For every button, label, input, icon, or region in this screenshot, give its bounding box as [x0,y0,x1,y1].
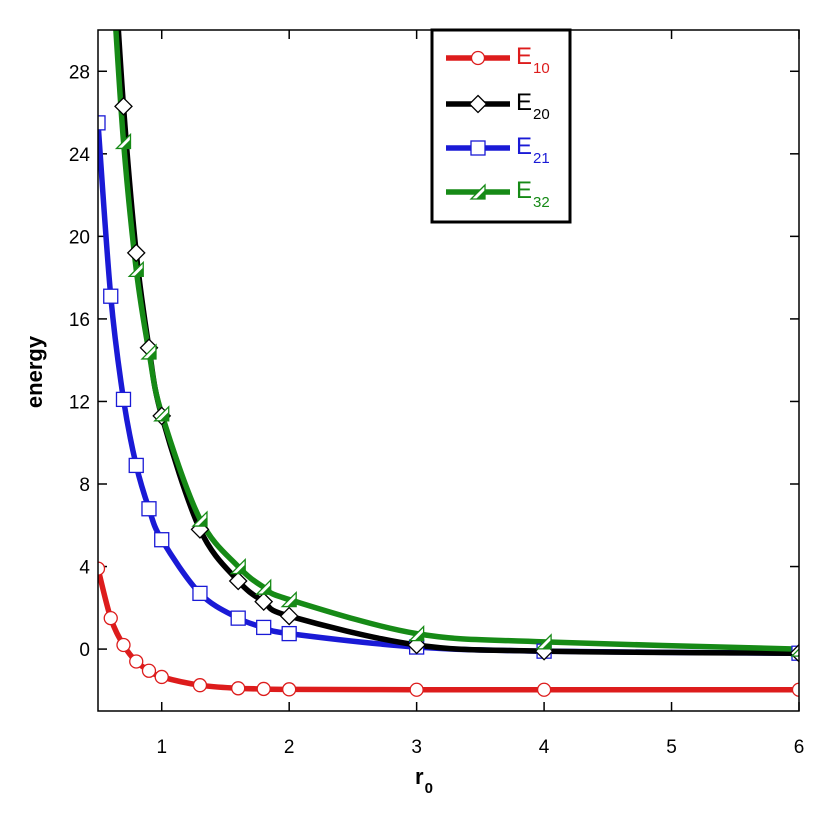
point-E32 [255,578,272,595]
point-E10 [256,681,271,697]
y-tick-label: 8 [79,475,90,496]
point-E21 [103,288,119,304]
y-tick-label: 12 [69,392,90,413]
markers-layer [98,96,799,697]
point-E20 [126,243,146,263]
x-tick-label: 3 [411,737,422,758]
x-tick-label: 6 [794,737,805,758]
legend-swatch-marker [469,183,486,200]
legend-swatch-marker [470,140,486,156]
x-tick-label: 2 [284,737,295,758]
x-axis-title: r0 [415,764,433,797]
point-E32 [535,633,552,650]
legend: E10 E20 E21 E32 [430,28,572,224]
point-E32 [280,590,297,608]
point-E10 [103,610,118,626]
legend-label: E32 [516,177,550,211]
y-axis-ticks: 0 4 8 12 16 20 24 28 [69,62,799,661]
point-E10 [536,682,552,697]
x-tick-label: 5 [666,737,677,758]
x-axis-title-subscript: 0 [425,780,433,797]
point-E20 [228,571,248,591]
y-tick-label: 16 [69,310,90,331]
y-tick-label: 0 [79,640,90,661]
point-E21 [128,457,144,474]
point-E10 [231,681,246,696]
point-E21 [115,391,132,408]
legend-label: E21 [516,133,550,167]
point-E10 [154,669,169,685]
point-E32 [153,405,170,422]
point-E32 [140,343,157,360]
point-E21 [141,501,157,517]
legend-label: E20 [516,89,550,123]
point-E10 [192,678,208,693]
point-E32 [191,510,208,527]
legend-swatch-marker [468,94,488,114]
x-tick-label: 1 [156,737,167,758]
y-axis-title: energy [22,335,47,408]
point-E21 [230,610,246,626]
point-E10 [141,663,157,678]
point-E10 [116,637,131,653]
point-E10 [282,682,297,697]
point-E21 [154,532,170,548]
point-E32 [229,557,246,575]
point-E32 [127,260,144,278]
point-E10 [98,561,106,576]
y-tick-label: 20 [69,227,90,248]
point-E20 [254,592,274,612]
point-E10 [791,682,799,697]
legend-swatch-marker [470,50,486,66]
point-E20 [279,606,299,626]
point-E21 [281,625,297,642]
point-E32 [114,132,132,150]
y-tick-label: 24 [69,145,91,166]
point-E10 [409,682,424,697]
legend-label: E10 [516,43,550,77]
y-tick-label: 4 [79,558,90,579]
point-E10 [129,654,144,669]
point-E32 [408,625,425,642]
point-E21 [256,619,272,636]
point-E21 [98,115,106,131]
point-E20 [114,96,133,116]
point-E21 [192,585,208,602]
y-tick-label: 28 [69,62,90,83]
x-tick-label: 4 [539,737,550,758]
series-line-E32 [113,30,799,652]
